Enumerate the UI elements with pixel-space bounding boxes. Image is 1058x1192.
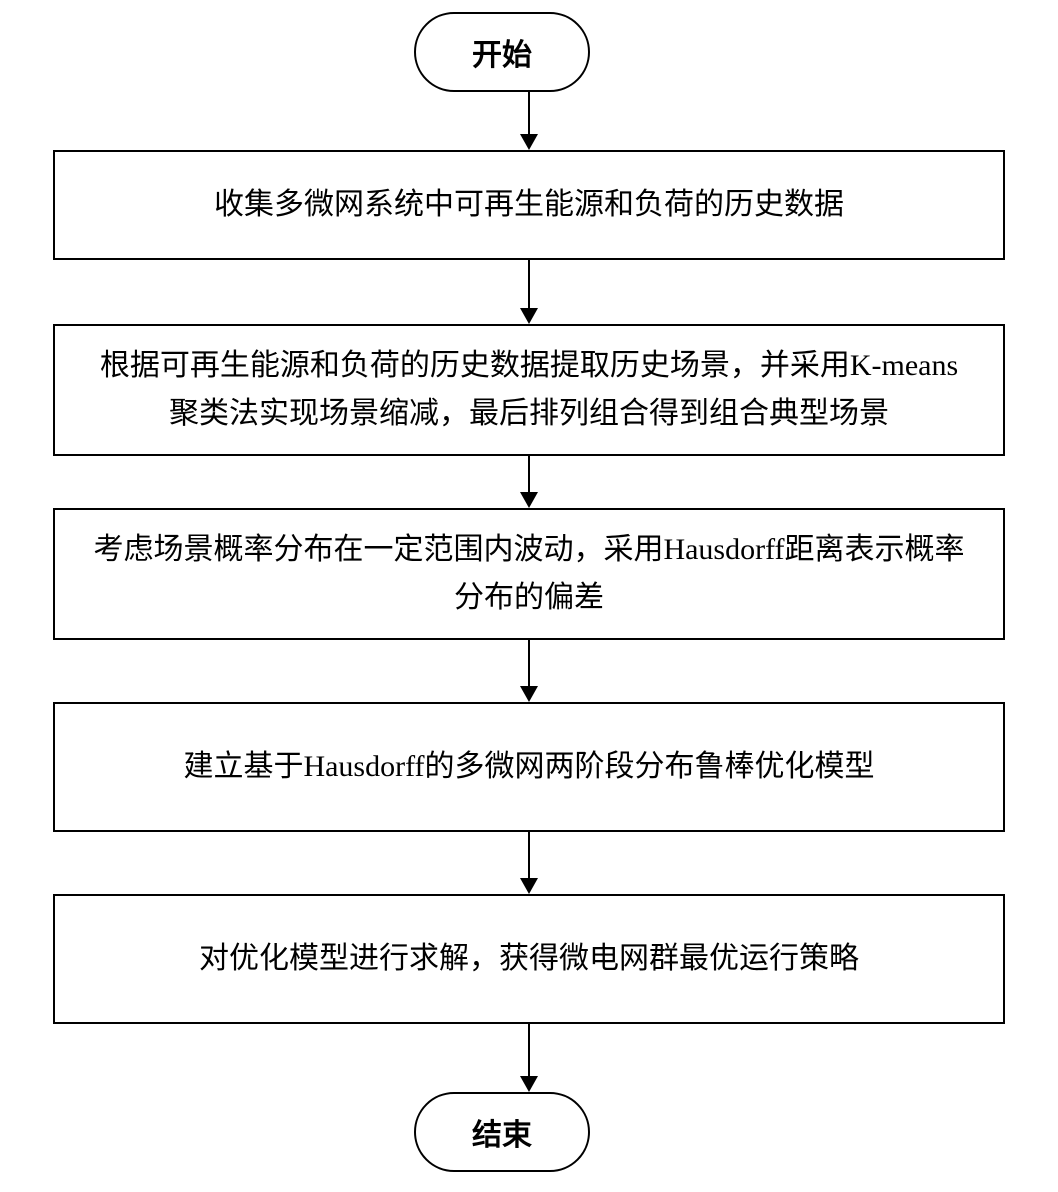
edge-step5-end	[520, 1024, 538, 1092]
start-node: 开始	[414, 12, 590, 92]
step3-node: 考虑场景概率分布在一定范围内波动，采用Hausdorff距离表示概率分布的偏差	[53, 508, 1005, 640]
edge-step3-step4	[520, 640, 538, 702]
arrow-line	[528, 92, 530, 134]
arrow-head-icon	[520, 134, 538, 150]
edge-step1-step2	[520, 260, 538, 324]
step1-node: 收集多微网系统中可再生能源和负荷的历史数据	[53, 150, 1005, 260]
arrow-line	[528, 832, 530, 878]
arrow-line	[528, 1024, 530, 1076]
step1-label: 收集多微网系统中可再生能源和负荷的历史数据	[214, 181, 844, 229]
arrow-head-icon	[520, 686, 538, 702]
step5-label: 对优化模型进行求解，获得微电网群最优运行策略	[199, 935, 859, 983]
arrow-line	[528, 640, 530, 686]
step4-node: 建立基于Hausdorff的多微网两阶段分布鲁棒优化模型	[53, 702, 1005, 832]
flowchart-container: 开始 收集多微网系统中可再生能源和负荷的历史数据 根据可再生能源和负荷的历史数据…	[0, 0, 1058, 1192]
step2-label: 根据可再生能源和负荷的历史数据提取历史场景，并采用K-means聚类法实现场景缩…	[85, 342, 973, 438]
step3-label: 考虑场景概率分布在一定范围内波动，采用Hausdorff距离表示概率分布的偏差	[85, 526, 973, 622]
step4-label: 建立基于Hausdorff的多微网两阶段分布鲁棒优化模型	[183, 743, 874, 791]
arrow-head-icon	[520, 492, 538, 508]
arrow-line	[528, 456, 530, 492]
edge-step4-step5	[520, 832, 538, 894]
edge-step2-step3	[520, 456, 538, 508]
arrow-head-icon	[520, 878, 538, 894]
arrow-head-icon	[520, 308, 538, 324]
edge-start-step1	[520, 92, 538, 150]
step2-node: 根据可再生能源和负荷的历史数据提取历史场景，并采用K-means聚类法实现场景缩…	[53, 324, 1005, 456]
arrow-line	[528, 260, 530, 308]
end-label: 结束	[472, 1110, 532, 1154]
start-label: 开始	[472, 30, 532, 74]
arrow-head-icon	[520, 1076, 538, 1092]
step5-node: 对优化模型进行求解，获得微电网群最优运行策略	[53, 894, 1005, 1024]
end-node: 结束	[414, 1092, 590, 1172]
